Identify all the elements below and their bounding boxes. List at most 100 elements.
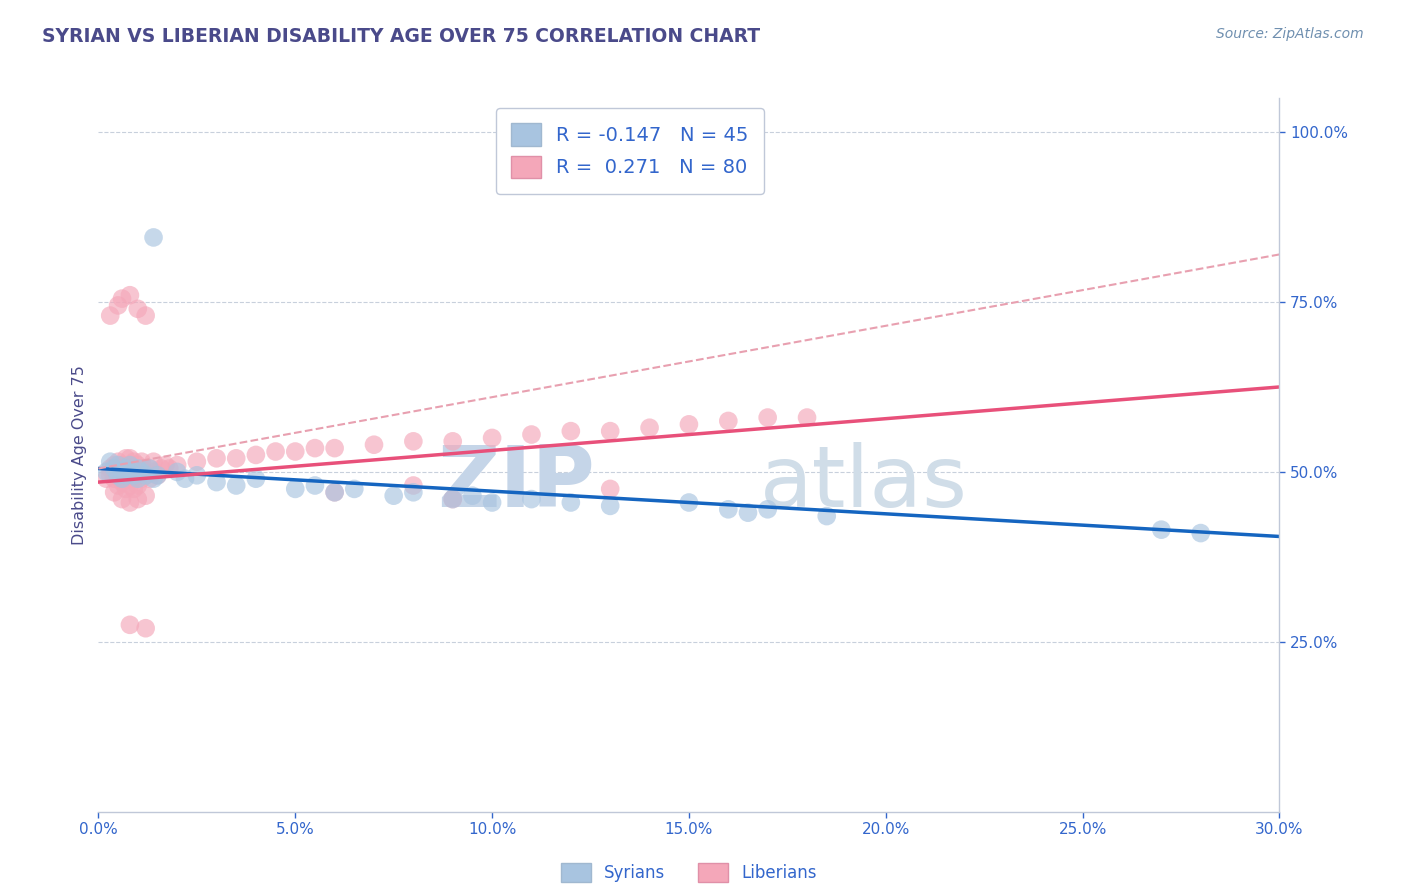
Point bbox=[142, 465, 165, 479]
Text: Source: ZipAtlas.com: Source: ZipAtlas.com bbox=[1216, 27, 1364, 41]
Point bbox=[118, 288, 141, 302]
Point bbox=[111, 472, 134, 486]
Point bbox=[142, 455, 165, 469]
Point bbox=[135, 489, 157, 503]
Point bbox=[678, 495, 700, 509]
Point bbox=[103, 485, 125, 500]
Point bbox=[107, 455, 129, 469]
Point bbox=[441, 434, 464, 449]
Point bbox=[756, 410, 779, 425]
Point bbox=[122, 482, 145, 496]
Point bbox=[264, 444, 287, 458]
Point bbox=[737, 506, 759, 520]
Point bbox=[599, 482, 621, 496]
Point bbox=[111, 292, 134, 306]
Point bbox=[127, 468, 149, 483]
Point bbox=[111, 458, 134, 472]
Point bbox=[122, 472, 145, 486]
Point bbox=[323, 441, 346, 455]
Point bbox=[122, 455, 145, 469]
Point bbox=[245, 448, 267, 462]
Point bbox=[96, 465, 118, 479]
Point bbox=[115, 482, 138, 496]
Point bbox=[146, 468, 169, 483]
Point bbox=[118, 478, 141, 492]
Point bbox=[118, 468, 141, 483]
Point bbox=[166, 465, 188, 479]
Point bbox=[98, 461, 121, 475]
Point bbox=[103, 472, 125, 486]
Point bbox=[520, 427, 543, 442]
Point bbox=[402, 485, 425, 500]
Point bbox=[107, 468, 129, 483]
Point bbox=[796, 410, 818, 425]
Text: SYRIAN VS LIBERIAN DISABILITY AGE OVER 75 CORRELATION CHART: SYRIAN VS LIBERIAN DISABILITY AGE OVER 7… bbox=[42, 27, 761, 45]
Point bbox=[225, 451, 247, 466]
Point bbox=[461, 489, 484, 503]
Point bbox=[481, 431, 503, 445]
Point bbox=[138, 461, 160, 475]
Point bbox=[225, 478, 247, 492]
Point bbox=[111, 465, 134, 479]
Point bbox=[304, 441, 326, 455]
Point bbox=[135, 468, 157, 483]
Point bbox=[122, 461, 145, 475]
Point bbox=[127, 472, 149, 486]
Point bbox=[131, 472, 153, 486]
Point bbox=[678, 417, 700, 432]
Point bbox=[186, 455, 208, 469]
Point bbox=[118, 465, 141, 479]
Point bbox=[599, 499, 621, 513]
Point bbox=[115, 461, 138, 475]
Point bbox=[142, 472, 165, 486]
Point bbox=[135, 468, 157, 483]
Point bbox=[122, 468, 145, 483]
Point bbox=[118, 451, 141, 466]
Point bbox=[402, 434, 425, 449]
Point bbox=[560, 424, 582, 438]
Point bbox=[815, 509, 838, 524]
Point bbox=[441, 492, 464, 507]
Point bbox=[402, 478, 425, 492]
Point bbox=[1189, 526, 1212, 541]
Point bbox=[103, 458, 125, 472]
Point bbox=[142, 230, 165, 244]
Point bbox=[323, 485, 346, 500]
Point bbox=[118, 495, 141, 509]
Point bbox=[98, 309, 121, 323]
Point bbox=[166, 458, 188, 472]
Point bbox=[103, 461, 125, 475]
Point bbox=[323, 485, 346, 500]
Point bbox=[146, 468, 169, 483]
Point bbox=[441, 492, 464, 507]
Point bbox=[560, 495, 582, 509]
Point bbox=[138, 472, 160, 486]
Point bbox=[284, 482, 307, 496]
Point bbox=[1150, 523, 1173, 537]
Point bbox=[186, 468, 208, 483]
Point bbox=[115, 461, 138, 475]
Point bbox=[96, 472, 118, 486]
Point bbox=[363, 438, 385, 452]
Point bbox=[127, 465, 149, 479]
Point bbox=[118, 458, 141, 472]
Point bbox=[127, 492, 149, 507]
Point bbox=[138, 461, 160, 475]
Point bbox=[127, 478, 149, 492]
Point bbox=[205, 451, 228, 466]
Point bbox=[520, 492, 543, 507]
Point bbox=[115, 468, 138, 483]
Point bbox=[127, 301, 149, 316]
Point bbox=[111, 492, 134, 507]
Text: atlas: atlas bbox=[759, 442, 967, 525]
Point bbox=[135, 465, 157, 479]
Point bbox=[107, 468, 129, 483]
Point bbox=[111, 468, 134, 483]
Point bbox=[756, 502, 779, 516]
Point bbox=[205, 475, 228, 489]
Point bbox=[107, 478, 129, 492]
Point bbox=[157, 461, 180, 475]
Point bbox=[638, 421, 661, 435]
Point bbox=[127, 458, 149, 472]
Point bbox=[98, 468, 121, 483]
